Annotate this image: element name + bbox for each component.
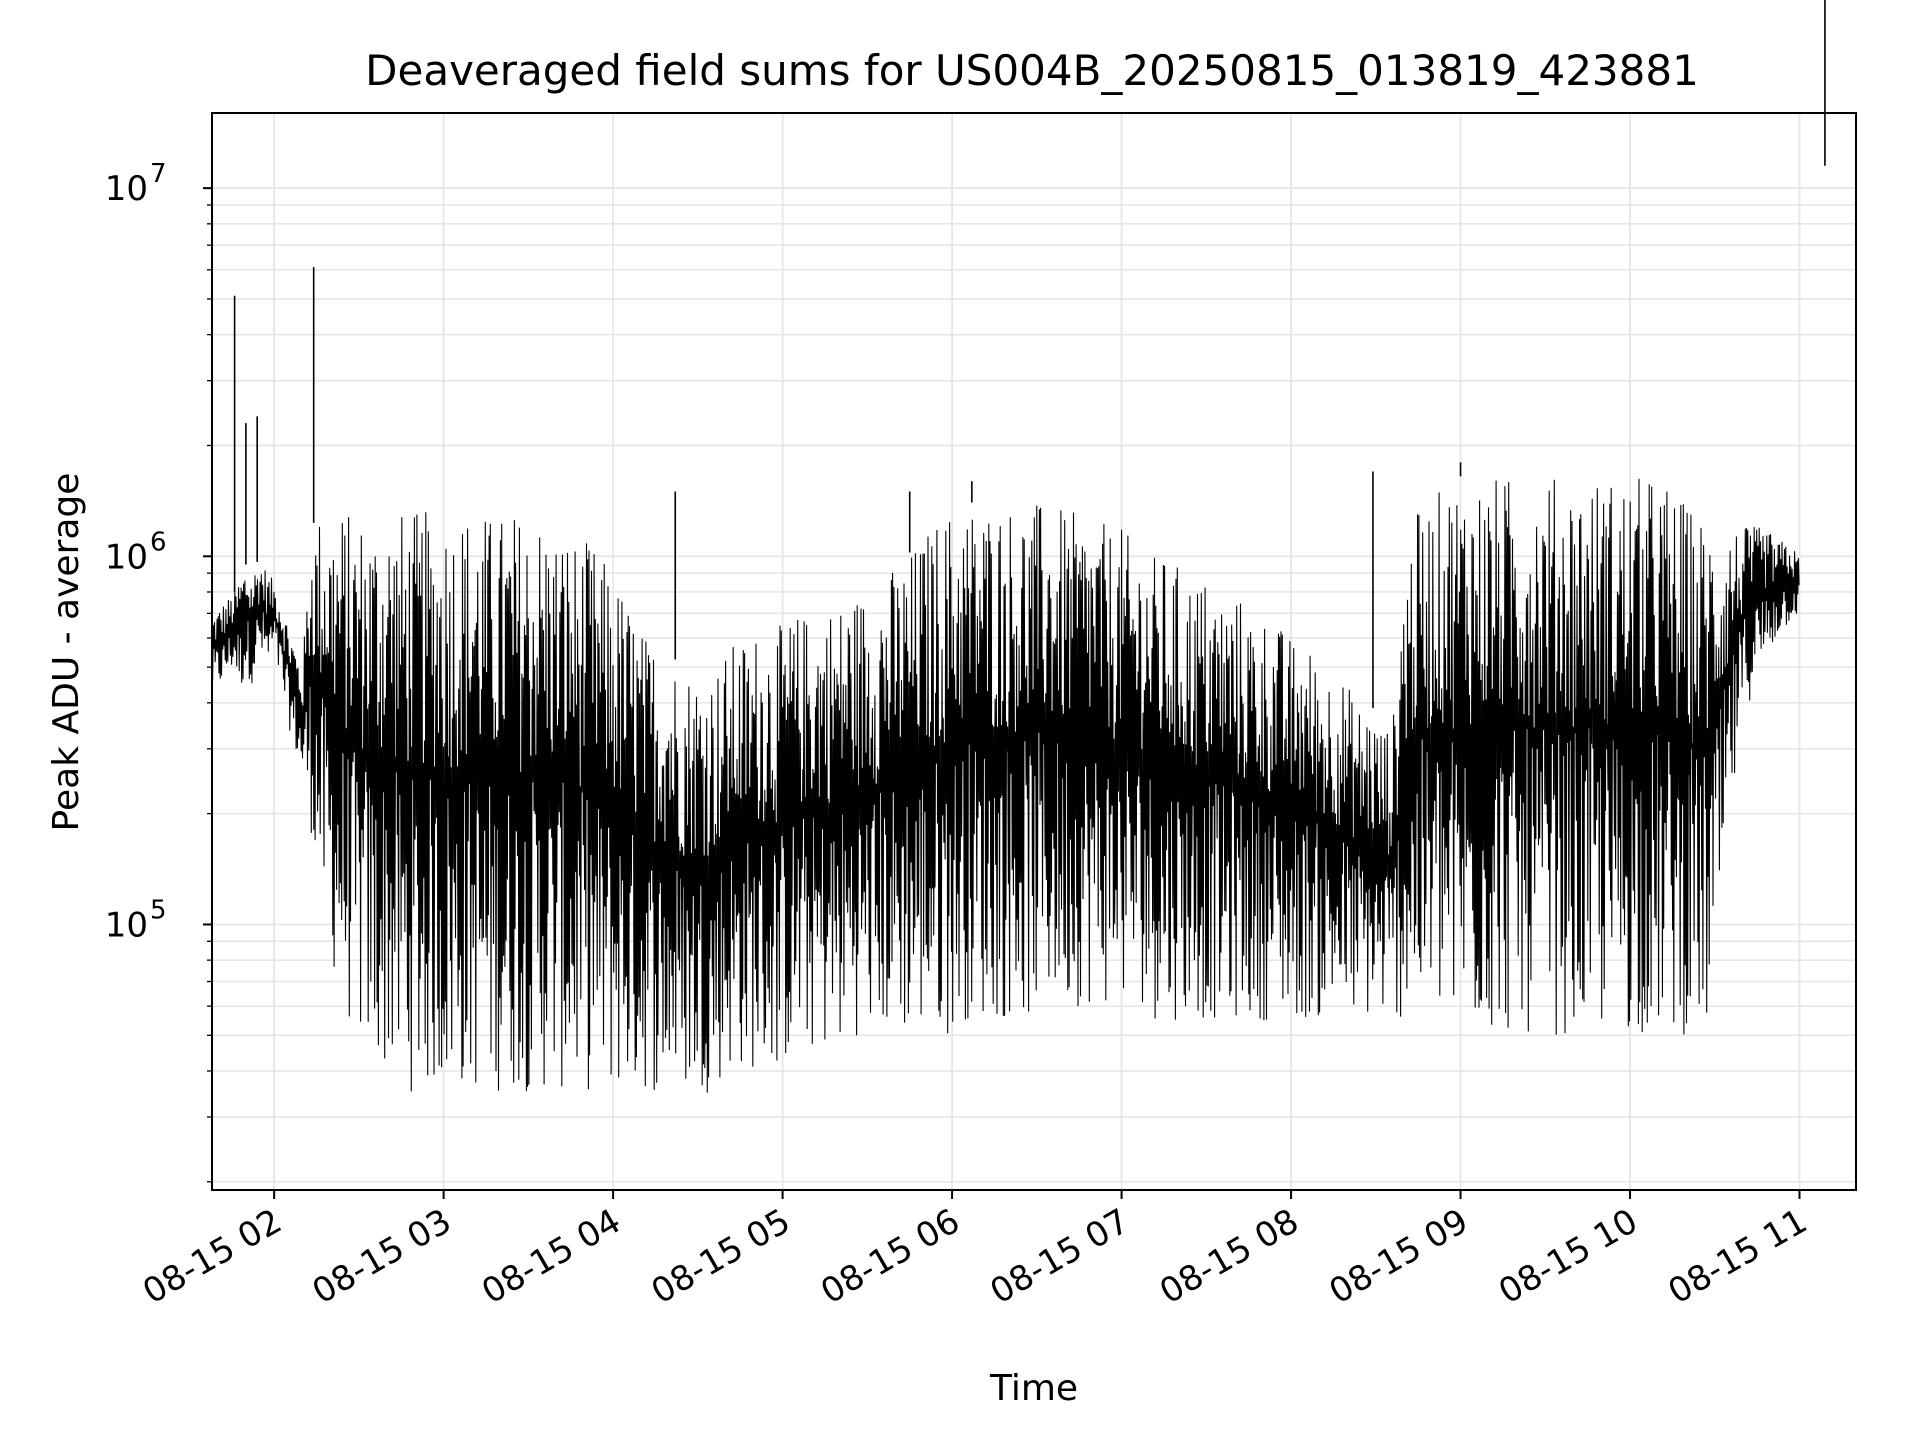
x-axis-label: Time — [989, 1368, 1078, 1409]
y-tick-label-exponent: 6 — [150, 527, 167, 557]
y-axis-label: Peak ADU - average — [46, 473, 87, 832]
y-tick-label: 10 — [105, 537, 148, 577]
plot-area-frame — [211, 112, 1857, 1191]
y-tick-label-exponent: 7 — [150, 159, 167, 189]
y-tick-label: 10 — [105, 169, 148, 209]
chart-title: Deaveraged field sums for US004B_2025081… — [365, 46, 1699, 95]
series-line — [211, 478, 1800, 1093]
y-tick-label-exponent: 5 — [150, 895, 167, 925]
series-line-group — [211, 0, 1826, 1093]
y-tick-label: 10 — [105, 905, 148, 945]
